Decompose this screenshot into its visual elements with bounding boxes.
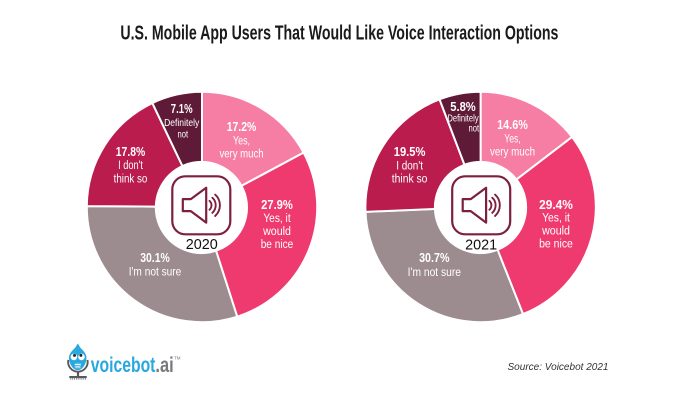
svg-text:7.1%: 7.1% bbox=[171, 101, 193, 116]
svg-text:30.1%: 30.1% bbox=[140, 250, 170, 265]
svg-text:27.9%: 27.9% bbox=[261, 197, 293, 212]
svg-text:voicebot: voicebot bbox=[91, 354, 156, 377]
svg-text:30.7%: 30.7% bbox=[419, 250, 450, 265]
svg-text:.ai: .ai bbox=[155, 354, 173, 377]
svg-text:17.2%: 17.2% bbox=[227, 119, 257, 134]
svg-text:2020: 2020 bbox=[186, 236, 218, 253]
svg-text:not: not bbox=[469, 123, 480, 134]
svg-text:I don't: I don't bbox=[118, 160, 143, 172]
svg-text:Yes, it: Yes, it bbox=[542, 213, 571, 225]
svg-text:29.4%: 29.4% bbox=[539, 197, 573, 212]
svg-text:be nice: be nice bbox=[539, 239, 573, 251]
svg-text:not: not bbox=[178, 129, 189, 140]
svg-text:14.6%: 14.6% bbox=[497, 117, 528, 132]
svg-text:I'm not sure: I'm not sure bbox=[129, 267, 182, 279]
svg-text:Source: Voicebot 2021: Source: Voicebot 2021 bbox=[508, 362, 609, 373]
svg-text:Yes,: Yes, bbox=[233, 136, 250, 148]
svg-text:Definitely: Definitely bbox=[164, 118, 200, 129]
svg-text:very much: very much bbox=[490, 146, 535, 158]
svg-text:think so: think so bbox=[114, 174, 148, 186]
svg-text:would: would bbox=[262, 226, 291, 238]
svg-text:U.S. Mobile App Users That Wou: U.S. Mobile App Users That Would Like Vo… bbox=[120, 22, 558, 44]
svg-text:would: would bbox=[541, 226, 570, 238]
svg-text:19.5%: 19.5% bbox=[394, 144, 426, 159]
svg-text:I'm not sure: I'm not sure bbox=[408, 267, 461, 279]
svg-text:Yes, it: Yes, it bbox=[263, 213, 291, 225]
svg-text:Definitely: Definitely bbox=[447, 113, 479, 124]
svg-text:TM: TM bbox=[174, 356, 181, 361]
svg-text:2021: 2021 bbox=[465, 236, 497, 253]
svg-text:very much: very much bbox=[219, 148, 263, 160]
svg-text:17.8%: 17.8% bbox=[116, 144, 146, 159]
svg-text:be nice: be nice bbox=[261, 239, 294, 251]
svg-text:think so: think so bbox=[392, 174, 428, 186]
svg-text:5.8%: 5.8% bbox=[450, 99, 476, 114]
svg-text:I don't: I don't bbox=[396, 160, 423, 172]
svg-text:Yes,: Yes, bbox=[504, 133, 520, 145]
